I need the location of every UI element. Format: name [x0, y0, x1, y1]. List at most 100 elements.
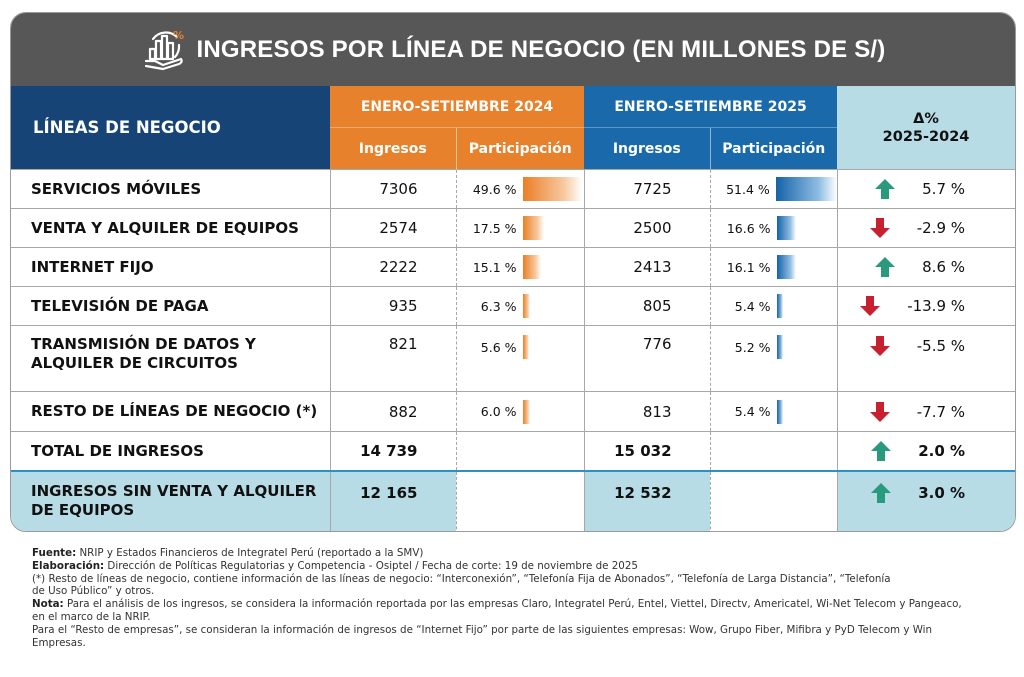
participacion-2024: 49.6 % — [456, 169, 585, 209]
participacion-2024-bar — [522, 255, 541, 279]
table-row: VENTA Y ALQUILER DE EQUIPOS 2574 17.5 % … — [11, 208, 1015, 248]
participacion-2025-value: 5.4 % — [734, 404, 771, 419]
arrow-up-icon — [874, 178, 896, 200]
arrow-down-icon — [869, 217, 891, 239]
participacion-2024-bar — [522, 335, 530, 359]
row-label: VENTA Y ALQUILER DE EQUIPOS — [11, 208, 331, 248]
participacion-2024-value: 17.5 % — [472, 220, 517, 236]
participacion-2025: 5.4 % — [710, 391, 838, 432]
note-resto-empresas: Para el “Resto de empresas”, se consider… — [32, 623, 933, 649]
total-row: TOTAL DE INGRESOS 14 739 15 032 2.0 % — [11, 431, 1015, 471]
ingresos-2024: 7306 — [330, 169, 457, 209]
participacion-2024-value: 15.1 % — [472, 259, 517, 275]
revenue-table: LÍNEAS DE NEGOCIO ENERO-SETIEMBRE 2024 E… — [11, 86, 1015, 531]
delta-range: 2025-2024 — [882, 128, 970, 145]
participacion-2024: 6.3 % — [456, 286, 585, 326]
ingresos-2025: 2413 — [584, 247, 711, 287]
participacion-2024-bar — [522, 216, 544, 240]
row-label: SERVICIOS MÓVILES — [11, 169, 331, 209]
participacion-2024-value: 49.6 % — [472, 181, 517, 197]
sin-venta-participacion-2025 — [710, 470, 838, 531]
arrow-up-icon — [870, 440, 892, 462]
participacion-2025-bar — [776, 294, 783, 318]
note-fuente: Fuente: NRIP y Estados Financieros de In… — [32, 547, 424, 559]
delta-cell: 5.7 % — [837, 169, 1015, 209]
participacion-2024: 6.0 % — [456, 391, 585, 432]
delta-value: 5.7 % — [922, 180, 966, 198]
participacion-2024-bar — [522, 177, 583, 201]
ingresos-2024: 935 — [330, 286, 457, 326]
delta-value: -7.7 % — [916, 402, 966, 421]
row-label: TELEVISIÓN DE PAGA — [11, 286, 331, 326]
header-participacion-2025: Participación — [709, 127, 838, 170]
header-lines-de-negocio: LÍNEAS DE NEGOCIO — [11, 86, 330, 170]
ingresos-2024: 821 — [330, 325, 457, 392]
ingresos-2025: 813 — [584, 391, 711, 432]
sin-venta-participacion-2024 — [456, 470, 585, 531]
delta-cell: -13.9 % — [837, 286, 1015, 326]
participacion-2025-value: 5.2 % — [734, 339, 771, 355]
participacion-2025: 16.6 % — [710, 208, 838, 248]
arrow-down-icon — [869, 335, 891, 357]
total-ingresos-2025: 15 032 — [584, 431, 711, 471]
note-nota: Nota: Para el análisis de los ingresos, … — [32, 598, 962, 623]
ingresos-2025: 776 — [584, 325, 711, 392]
sin-venta-delta-cell: 3.0 % — [837, 470, 1015, 531]
total-delta-cell: 2.0 % — [837, 431, 1015, 471]
total-ingresos-2024: 14 739 — [330, 431, 457, 471]
arrow-down-icon — [869, 401, 891, 423]
delta-cell: -2.9 % — [837, 208, 1015, 248]
participacion-2025-value: 16.6 % — [726, 220, 771, 236]
participacion-2025-bar — [776, 335, 783, 359]
arrow-up-icon — [874, 256, 896, 278]
participacion-2025-value: 5.4 % — [734, 298, 771, 314]
participacion-2024-bar — [522, 294, 531, 318]
participacion-2024-value: 6.3 % — [480, 298, 517, 314]
total-participacion-2025 — [710, 431, 838, 471]
delta-symbol: Δ% — [913, 110, 939, 127]
ingresos-2025: 7725 — [584, 169, 711, 209]
title-bar: % INGRESOS POR LÍNEA DE NEGOCIO (EN MILL… — [11, 13, 1015, 86]
header-ingresos-2024: Ingresos — [330, 127, 456, 170]
hand-chart-percent-icon: % — [141, 25, 187, 75]
delta-cell: -7.7 % — [837, 391, 1015, 432]
sin-venta-ingresos-2024: 12 165 — [330, 470, 457, 531]
row-label: INTERNET FIJO — [11, 247, 331, 287]
header-period-2025: ENERO-SETIEMBRE 2025 — [584, 86, 838, 128]
footnotes: Fuente: NRIP y Estados Financieros de In… — [32, 547, 992, 649]
arrow-up-icon — [870, 482, 892, 504]
participacion-2024: 17.5 % — [456, 208, 585, 248]
delta-value: -13.9 % — [907, 297, 966, 315]
ingresos-2025: 805 — [584, 286, 711, 326]
participacion-2025-bar — [775, 177, 837, 201]
delta-value: -5.5 % — [916, 337, 966, 355]
sin-venta-delta-value: 3.0 % — [918, 484, 966, 502]
svg-text:%: % — [173, 29, 184, 42]
ingresos-2024: 2574 — [330, 208, 457, 248]
participacion-2025-bar — [776, 399, 783, 424]
participacion-2025: 51.4 % — [710, 169, 838, 209]
arrow-down-icon — [859, 295, 881, 317]
table-row: RESTO DE LÍNEAS DE NEGOCIO (*) 882 6.0 %… — [11, 391, 1015, 432]
header-ingresos-2025: Ingresos — [584, 127, 711, 170]
sin-venta-row: INGRESOS SIN VENTA Y ALQUILER DE EQUIPOS… — [11, 470, 1015, 531]
header-period-2024: ENERO-SETIEMBRE 2024 — [330, 86, 585, 128]
participacion-2025-bar — [776, 255, 796, 279]
participacion-2024-bar — [522, 399, 530, 424]
header-delta: Δ% 2025-2024 — [837, 86, 1015, 170]
participacion-2025-bar — [776, 216, 797, 240]
delta-cell: -5.5 % — [837, 325, 1015, 392]
row-label: RESTO DE LÍNEAS DE NEGOCIO (*) — [11, 391, 331, 432]
participacion-2025-value: 51.4 % — [726, 181, 770, 197]
header-participacion-2024: Participación — [455, 127, 585, 170]
participacion-2025: 16.1 % — [710, 247, 838, 287]
participacion-2025: 5.4 % — [710, 286, 838, 326]
participacion-2024: 5.6 % — [456, 325, 585, 392]
participacion-2024-value: 6.0 % — [480, 404, 517, 419]
revenue-table-card: % INGRESOS POR LÍNEA DE NEGOCIO (EN MILL… — [10, 12, 1016, 532]
total-delta-value: 2.0 % — [918, 442, 966, 460]
table-row: SERVICIOS MÓVILES 7306 49.6 % 7725 51.4 … — [11, 169, 1015, 209]
total-label: TOTAL DE INGRESOS — [11, 431, 331, 471]
delta-value: -2.9 % — [916, 219, 966, 237]
table-row: TELEVISIÓN DE PAGA 935 6.3 % 805 5.4 % -… — [11, 286, 1015, 326]
